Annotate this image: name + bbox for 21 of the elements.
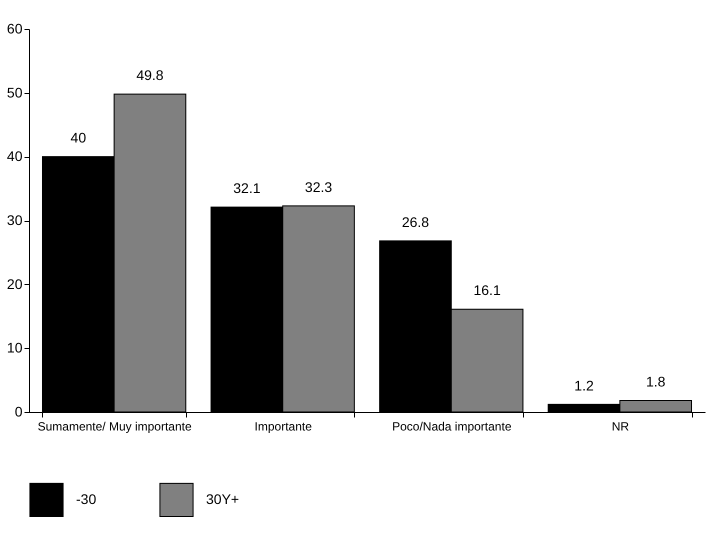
data-label: 32.1 — [233, 180, 261, 196]
y-tick-label: 30 — [6, 212, 23, 228]
data-label: 49.8 — [136, 67, 164, 84]
data-label: 40 — [70, 130, 86, 146]
y-tick-label: 60 — [6, 20, 23, 36]
y-tick-label: 40 — [6, 148, 23, 164]
x-tick-label: NR — [612, 420, 630, 434]
x-tick-label: Sumamente/ Muy importante — [38, 420, 192, 434]
x-tick-label: Poco/Nada importante — [392, 420, 512, 434]
y-tick-label: 20 — [6, 276, 23, 292]
data-label: 1.2 — [574, 377, 594, 394]
x-tick-label: Importante — [254, 420, 312, 434]
data-label: 32.3 — [304, 178, 332, 195]
y-tick-label: 10 — [6, 340, 23, 356]
data-label: 26.8 — [402, 214, 430, 230]
data-label: 1.8 — [646, 374, 666, 390]
legend-label: -30 — [76, 490, 96, 507]
data-label: 16.1 — [473, 282, 501, 298]
y-tick-label: 0 — [14, 404, 23, 420]
legend-label: 30Y+ — [206, 490, 240, 507]
y-tick-label: 50 — [6, 84, 23, 100]
